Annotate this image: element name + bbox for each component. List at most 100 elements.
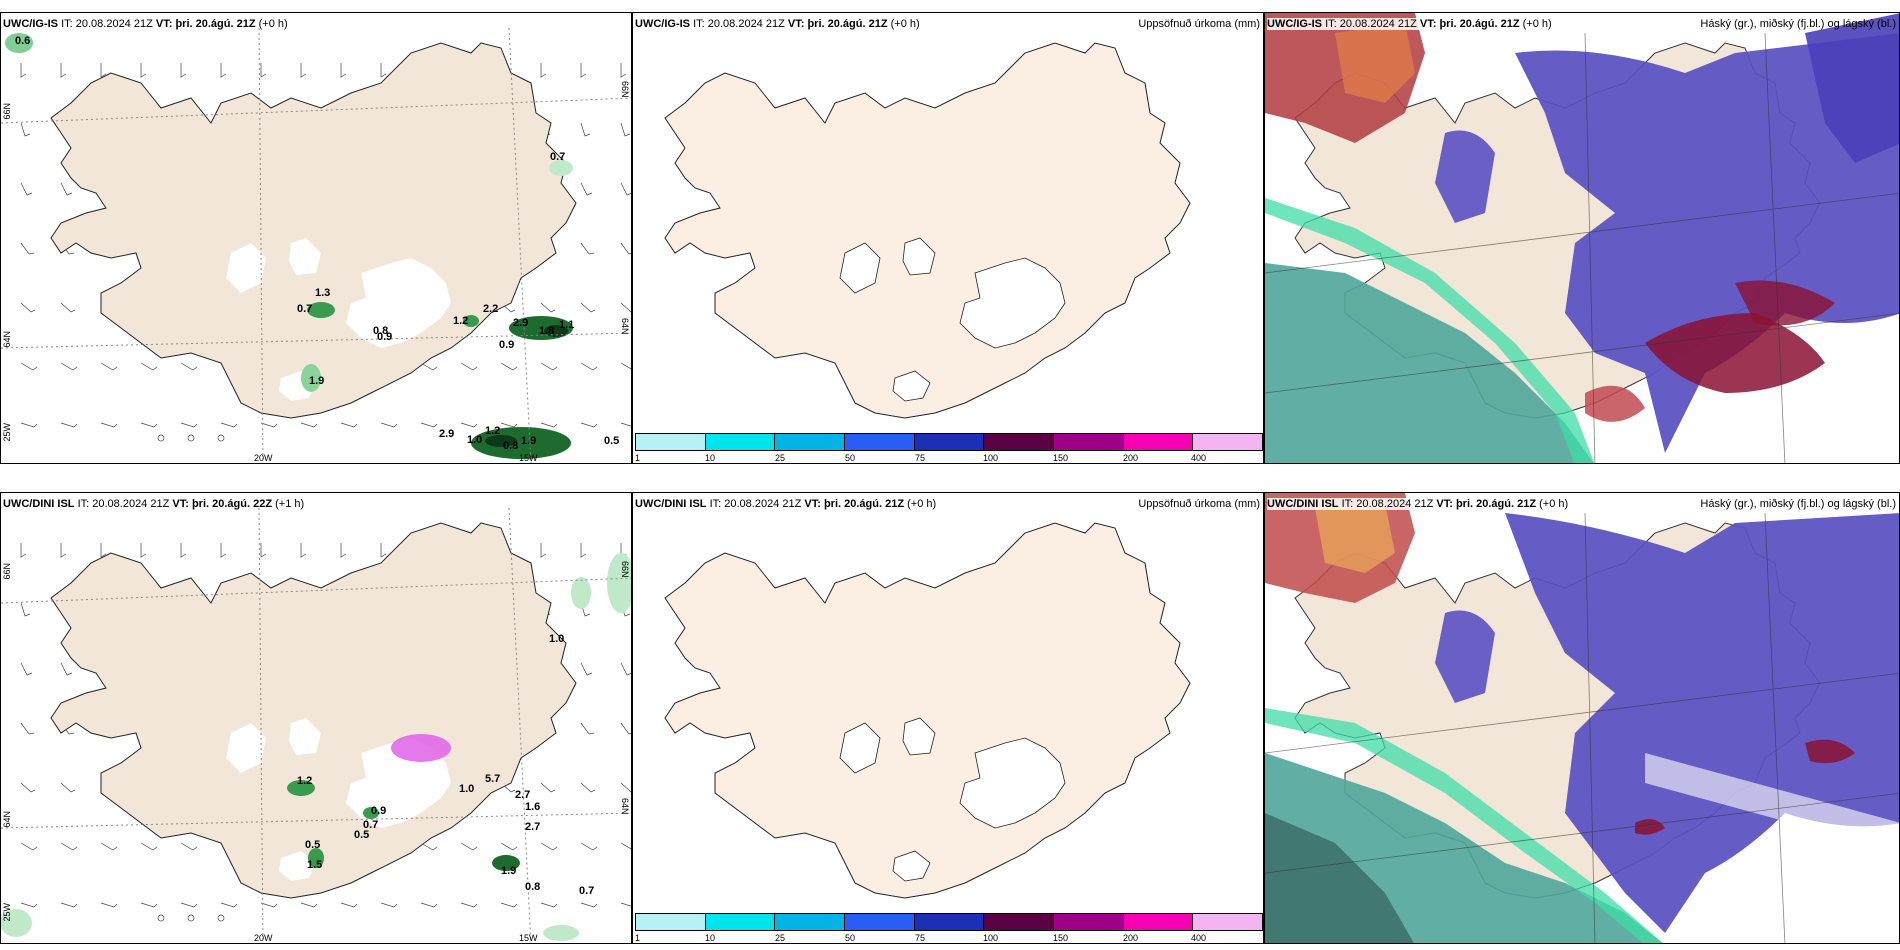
precip-value: 5.7 xyxy=(485,773,501,785)
colorbar-swatch xyxy=(705,914,776,930)
precip-value: 0.9 xyxy=(377,331,393,343)
colorbar-swatch xyxy=(1054,914,1124,930)
colorbar-tick: 10 xyxy=(705,933,716,943)
colorbar-swatch xyxy=(1054,434,1124,450)
lon-label-25w: 25W xyxy=(2,903,12,922)
precip-colorbar xyxy=(635,913,1263,931)
precip-value: 0.8 xyxy=(503,440,519,452)
colorbar-swatch xyxy=(914,434,985,450)
lon-label-25w: 25W xyxy=(2,423,12,442)
colorbar-swatch xyxy=(1123,914,1194,930)
precip-value: 1.1 xyxy=(559,319,575,331)
colorbar-tick: 150 xyxy=(1053,453,1069,463)
colorbar-tick: 75 xyxy=(915,933,926,943)
lon-label-20w: 20W xyxy=(254,933,273,943)
panel-title: UWC/DINI ISL IT: 20.08.2024 21Z VT: þri.… xyxy=(3,498,305,510)
colorbar-tick: 200 xyxy=(1123,933,1139,943)
colorbar-tick: 50 xyxy=(845,933,856,943)
precip-value: 0.8 xyxy=(525,881,541,893)
lon-label-20w: 20W xyxy=(254,453,273,463)
lon-label-15w: 15W xyxy=(519,453,538,463)
precip-value: 0.7 xyxy=(363,819,379,831)
colorbar-tick: 75 xyxy=(915,453,926,463)
precip-value: 1.3 xyxy=(315,287,331,299)
map-cloud-cover xyxy=(1265,13,1899,463)
precip-value: 0.5 xyxy=(604,435,620,447)
precip-value: 0.9 xyxy=(499,339,515,351)
panel-field-label: Háský (gr.), miðský (fj.bl.) og lágský (… xyxy=(1700,18,1896,30)
colorbar-swatch xyxy=(914,914,985,930)
colorbar-swatch xyxy=(636,434,706,450)
precip-value: 2.9 xyxy=(439,428,455,440)
panel-title: UWC/IG-IS IT: 20.08.2024 21Z VT: þri. 20… xyxy=(1267,18,1552,30)
panel-field-label: Háský (gr.), miðský (fj.bl.) og lágský (… xyxy=(1700,498,1896,510)
colorbar-tick: 1 xyxy=(635,933,641,943)
precip-value: 2.7 xyxy=(515,789,531,801)
precip-areas xyxy=(1,553,631,941)
precip-value: 0.6 xyxy=(15,35,31,47)
colorbar-swatch xyxy=(636,914,706,930)
colorbar-swatch xyxy=(705,434,776,450)
colorbar-tick: 400 xyxy=(1191,453,1207,463)
map-accum-precip xyxy=(664,522,1191,899)
panel-title: UWC/DINI ISL IT: 20.08.2024 21Z VT: þri.… xyxy=(1267,498,1569,510)
colorbar-tick: 50 xyxy=(845,453,856,463)
colorbar-tick: 25 xyxy=(775,933,786,943)
precip-value: 2.2 xyxy=(483,303,499,315)
colorbar-tick: 150 xyxy=(1053,933,1069,943)
colorbar-tick: 10 xyxy=(705,453,716,463)
colorbar-tick: 25 xyxy=(775,453,786,463)
colorbar-swatch xyxy=(775,914,846,930)
colorbar-swatch xyxy=(845,914,915,930)
precip-value: 1.9 xyxy=(501,865,517,877)
colorbar-tick: 200 xyxy=(1123,453,1139,463)
map-wind-precip xyxy=(1,507,631,943)
precip-value: 1.2 xyxy=(453,315,469,327)
precip-value: 0.7 xyxy=(550,151,566,163)
colorbar-swatch xyxy=(984,434,1055,450)
lat-label-66n-right: 66N xyxy=(620,561,630,578)
colorbar-tick: 1 xyxy=(635,453,641,463)
lon-label-15w: 15W xyxy=(519,933,538,943)
precip-value: 0.8 xyxy=(373,325,389,337)
panel-title: UWC/IG-IS IT: 20.08.2024 21Z VT: þri. 20… xyxy=(635,18,920,30)
precip-value: 1.8 xyxy=(539,325,555,337)
precip-value: 2.7 xyxy=(525,821,541,833)
precip-value: 0.7 xyxy=(579,885,595,897)
precip-colorbar xyxy=(635,433,1263,451)
colorbar-swatch xyxy=(775,434,846,450)
panel-title: UWC/DINI ISL IT: 20.08.2024 21Z VT: þri.… xyxy=(635,498,937,510)
precip-value: 1.9 xyxy=(309,375,325,387)
precip-value: 1.6 xyxy=(525,801,541,813)
map-accum-precip xyxy=(664,42,1191,419)
panel-accum-precip-igis: UWC/IG-IS IT: 20.08.2024 21Z VT: þri. 20… xyxy=(632,12,1264,464)
colorbar-tick: 100 xyxy=(983,933,999,943)
precip-value: 1.2 xyxy=(485,425,501,437)
lat-label-64n: 64N xyxy=(2,811,12,828)
colorbar-swatch xyxy=(984,914,1055,930)
panel-accum-precip-dini: UWC/DINI ISL IT: 20.08.2024 21Z VT: þri.… xyxy=(632,492,1264,944)
precip-value: 1.2 xyxy=(297,775,313,787)
panel-cloud-cover-dini: UWC/DINI ISL IT: 20.08.2024 21Z VT: þri.… xyxy=(1264,492,1900,944)
precip-value: 1.0 xyxy=(459,783,475,795)
colorbar-swatch xyxy=(1193,914,1263,930)
colorbar-swatch xyxy=(1123,434,1194,450)
lat-label-66n: 66N xyxy=(2,563,12,580)
precip-areas xyxy=(5,33,573,459)
lat-label-64n-right: 64N xyxy=(620,318,630,335)
panel-wind-precip-dini: UWC/DINI ISL IT: 20.08.2024 21Z VT: þri.… xyxy=(0,492,632,944)
panel-cloud-cover-igis: UWC/IG-IS IT: 20.08.2024 21Z VT: þri. 20… xyxy=(1264,12,1900,464)
lat-label-66n: 66N xyxy=(2,103,12,120)
colorbar-tick: 400 xyxy=(1191,933,1207,943)
lat-label-64n: 64N xyxy=(2,331,12,348)
colorbar-swatch xyxy=(1193,434,1263,450)
precip-value: 0.7 xyxy=(297,303,313,315)
precip-value: 2.9 xyxy=(513,317,529,329)
precip-value: 0.5 xyxy=(305,839,321,851)
panel-wind-precip-igis: UWC/IG-IS IT: 20.08.2024 21Z VT: þri. 20… xyxy=(0,12,632,464)
precip-value: 1.0 xyxy=(549,633,565,645)
colorbar-tick: 100 xyxy=(983,453,999,463)
precip-value: 1.9 xyxy=(521,435,537,447)
lat-label-64n-right: 64N xyxy=(620,798,630,815)
map-cloud-cover xyxy=(1265,493,1899,943)
